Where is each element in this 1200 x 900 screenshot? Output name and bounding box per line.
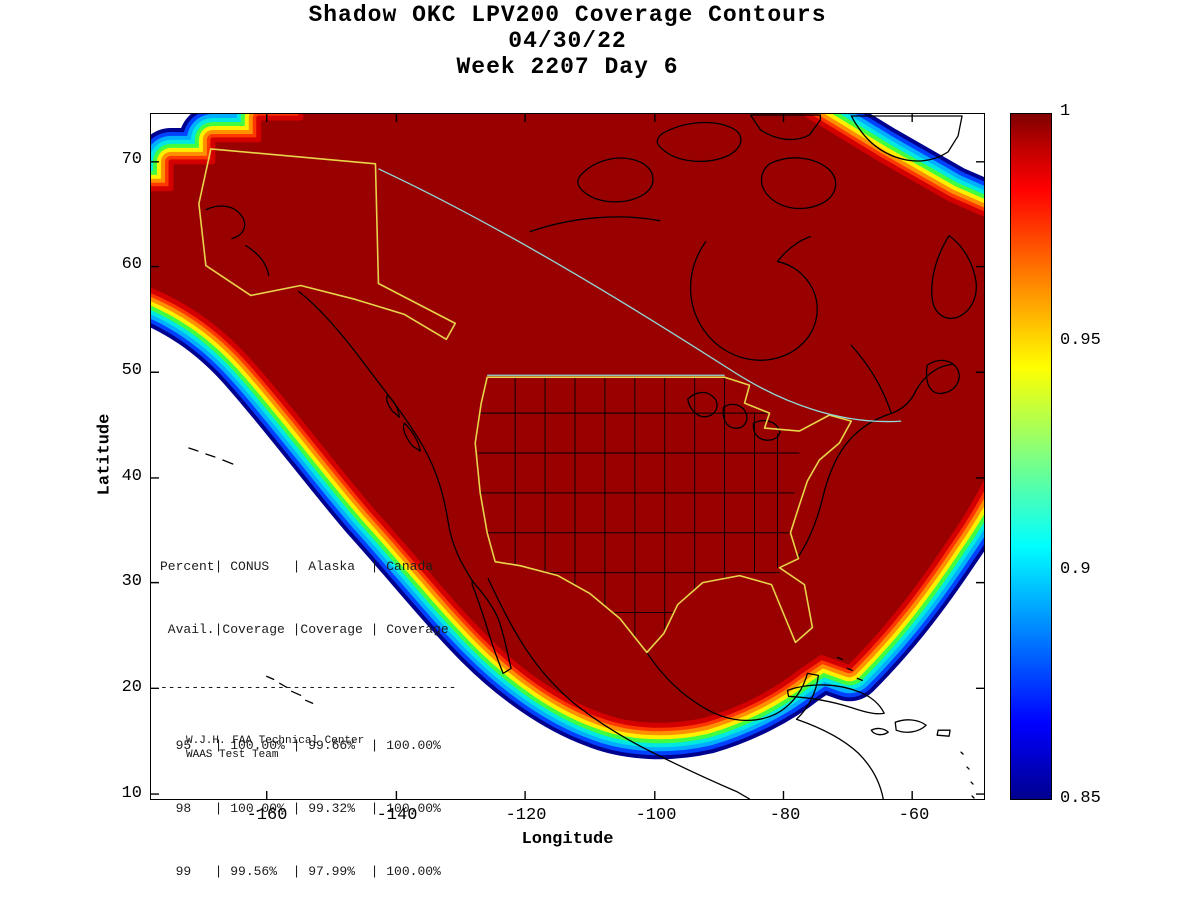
colorbar-tick-label: 0.85 [1060, 789, 1101, 808]
conus-boundary [474, 376, 853, 654]
coverage-table-header-2: Avail.|Coverage |Coverage | Coverage [160, 622, 449, 637]
chart-date: 04/30/22 [508, 28, 627, 54]
fir-boundary-lines [378, 168, 902, 423]
chart-title: Shadow OKC LPV200 Coverage Contours [308, 2, 827, 28]
x-tick-label: -100 [635, 806, 677, 825]
coverage-table-row: 98 | 100.00% | 99.32% | 100.00% [160, 801, 441, 816]
coverage-table-header-1: Percent| CONUS | Alaska | Canada [160, 559, 434, 574]
y-tick-label: 70 [121, 150, 142, 169]
coverage-table-row: 95 | 100.00% | 99.66% | 100.00% [160, 738, 441, 753]
colorbar-tick-label: 0.95 [1060, 331, 1101, 350]
y-axis-label: Latitude [95, 413, 115, 496]
y-tick-label: 30 [121, 572, 142, 591]
coastlines [188, 114, 977, 799]
axis-ticks [151, 114, 984, 799]
y-tick-label: 40 [121, 467, 142, 486]
state-borders [476, 377, 800, 653]
colorbar-tick-label: 0.9 [1060, 560, 1091, 579]
coverage-table-separator: -------------------------------------- [160, 680, 457, 695]
credit-block: W.J.H. FAA Technical Center WAAS Test Te… [186, 734, 364, 762]
coverage-map-svg [151, 114, 984, 799]
credit-line: WAAS Test Team [186, 749, 279, 761]
x-tick-label: -80 [769, 806, 801, 825]
colorbar [1010, 113, 1052, 800]
x-tick-label: -60 [898, 806, 930, 825]
x-tick-label: -120 [505, 806, 547, 825]
chart-title-block: Shadow OKC LPV200 Coverage Contours 04/3… [150, 2, 985, 80]
colorbar-tick-label: 1 [1060, 102, 1071, 121]
alaska-boundary [198, 148, 457, 341]
plot-area [150, 113, 985, 800]
chart-week-day: Week 2207 Day 6 [456, 54, 679, 80]
x-tick-label: -140 [376, 806, 418, 825]
service-volume-boundary [198, 148, 853, 654]
y-tick-label: 60 [121, 255, 142, 274]
y-tick-label: 20 [121, 678, 142, 697]
coverage-table: Percent| CONUS | Alaska | Canada Avail.|… [160, 514, 456, 900]
x-axis-label: Longitude [521, 830, 614, 849]
y-tick-label: 10 [121, 784, 142, 803]
x-tick-label: -160 [246, 806, 288, 825]
credit-line: W.J.H. FAA Technical Center [186, 735, 365, 747]
y-tick-label: 50 [121, 361, 142, 380]
coverage-table-row: 99 | 99.56% | 97.99% | 100.00% [160, 864, 441, 879]
